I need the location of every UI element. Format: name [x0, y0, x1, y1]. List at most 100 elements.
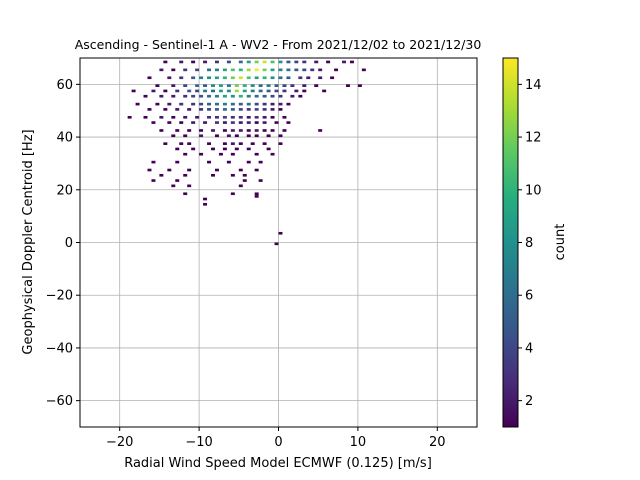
y-tick-label: −20: [46, 289, 73, 304]
heatmap-bin: [270, 94, 275, 98]
heatmap-bin: [147, 108, 152, 111]
heatmap-bin: [238, 102, 243, 106]
heatmap-bin: [187, 108, 192, 111]
heatmap-bin: [290, 94, 295, 98]
heatmap-bin: [286, 102, 291, 106]
heatmap-bin: [254, 152, 259, 156]
heatmap-bin: [278, 231, 283, 235]
plot-area: −20 −10 0 10 20 −60 −40 −20 0 20 40 60: [46, 57, 478, 450]
heatmap-bin: [179, 102, 184, 106]
heatmap-bin: [262, 76, 267, 80]
heatmap-bin: [282, 129, 287, 132]
heatmap-bin: [171, 84, 176, 87]
heatmap-bin: [207, 68, 212, 72]
y-axis-ticks: −60 −40 −20 0 20 40 60: [46, 78, 80, 409]
heatmap-bin: [159, 94, 164, 98]
heatmap-bin: [222, 115, 227, 119]
heatmap-bin: [266, 134, 271, 138]
heatmap-bin: [314, 60, 319, 64]
heatmap-bin: [199, 102, 204, 106]
heatmap-bin: [246, 76, 251, 80]
heatmap-bin: [302, 89, 307, 93]
heatmap-bin: [270, 152, 275, 156]
heatmap-bin: [218, 84, 223, 87]
heatmap-bin: [246, 94, 251, 98]
heatmap-bin: [195, 115, 200, 119]
heatmap-bin: [131, 89, 136, 93]
heatmap-bin: [183, 134, 188, 138]
heatmap-bin: [191, 121, 196, 124]
heatmap-bin: [238, 68, 243, 72]
heatmap-bin: [151, 160, 156, 164]
heatmap-bin: [171, 184, 176, 188]
heatmap-bin: [250, 89, 255, 93]
heatmap-bin: [278, 102, 283, 106]
heatmap-bin: [214, 60, 219, 64]
heatmap-bin: [242, 84, 247, 87]
heatmap-bin: [187, 142, 192, 145]
heatmap-bin: [222, 129, 227, 132]
heatmap-bin: [187, 184, 192, 188]
heatmap-bin: [270, 68, 275, 72]
heatmap-bin: [171, 94, 176, 98]
heatmap-bin: [298, 76, 303, 80]
heatmap-bin: [163, 89, 168, 93]
heatmap-bin: [361, 68, 366, 72]
heatmap-bin: [211, 147, 215, 151]
y-tick-label: 0: [65, 236, 73, 251]
heatmap-bin: [234, 89, 239, 93]
heatmap-bin: [151, 121, 156, 124]
heatmap-bin: [151, 89, 156, 93]
heatmap-bin: [127, 115, 132, 119]
heatmap-bin: [278, 76, 283, 80]
heatmap-bin: [345, 84, 350, 87]
heatmap-bin: [226, 60, 231, 64]
y-tick-label: −40: [46, 341, 73, 356]
heatmap-bin: [226, 84, 231, 87]
heatmap-bin: [274, 84, 279, 87]
heatmap-bin: [167, 102, 172, 106]
heatmap-bin: [214, 168, 219, 172]
heatmap-bin: [211, 84, 215, 87]
heatmap-bin: [262, 115, 267, 119]
heatmap-bin: [238, 129, 243, 132]
heatmap-bin: [286, 76, 291, 80]
heatmap-bin: [357, 84, 362, 87]
colorbar-tick-label: 14: [525, 78, 542, 93]
heatmap-bin: [254, 60, 259, 64]
heatmap-bin: [203, 121, 208, 124]
heatmap-bin: [254, 68, 259, 72]
colorbar-label: count: [553, 224, 568, 261]
heatmap-bin: [211, 129, 215, 132]
heatmap-bin: [155, 102, 160, 106]
colorbar-tick-label: 10: [525, 183, 542, 198]
x-tick-label: 20: [429, 435, 446, 450]
heatmap-bin: [302, 60, 307, 64]
heatmap-bin: [218, 89, 223, 93]
heatmap-bin: [234, 84, 239, 87]
heatmap-bin: [246, 160, 251, 164]
heatmap-bin: [222, 142, 227, 145]
heatmap-bin: [147, 76, 152, 80]
heatmap-bin: [234, 147, 239, 151]
heatmap-bin: [254, 102, 259, 106]
heatmap-bin: [211, 89, 215, 93]
heatmap-bin: [246, 134, 251, 138]
heatmap-bin: [207, 160, 212, 164]
x-axis-label: Radial Wind Speed Model ECMWF (0.125) [m…: [124, 456, 432, 471]
heatmap-bin: [207, 94, 212, 98]
y-tick-label: 60: [56, 78, 73, 93]
heatmap-bin: [230, 142, 235, 145]
heatmap-bin: [195, 68, 200, 72]
heatmap-bin: [191, 94, 196, 98]
heatmap-bin: [183, 152, 188, 156]
heatmap-bin: [230, 152, 235, 156]
heatmap-bin: [222, 102, 227, 106]
heatmap-bin: [234, 134, 239, 138]
heatmap-bin: [222, 147, 227, 151]
heatmap-bin: [238, 184, 243, 188]
heatmap-bin: [155, 84, 160, 87]
heatmap-bin: [238, 108, 243, 111]
heatmap-bin: [270, 102, 275, 106]
